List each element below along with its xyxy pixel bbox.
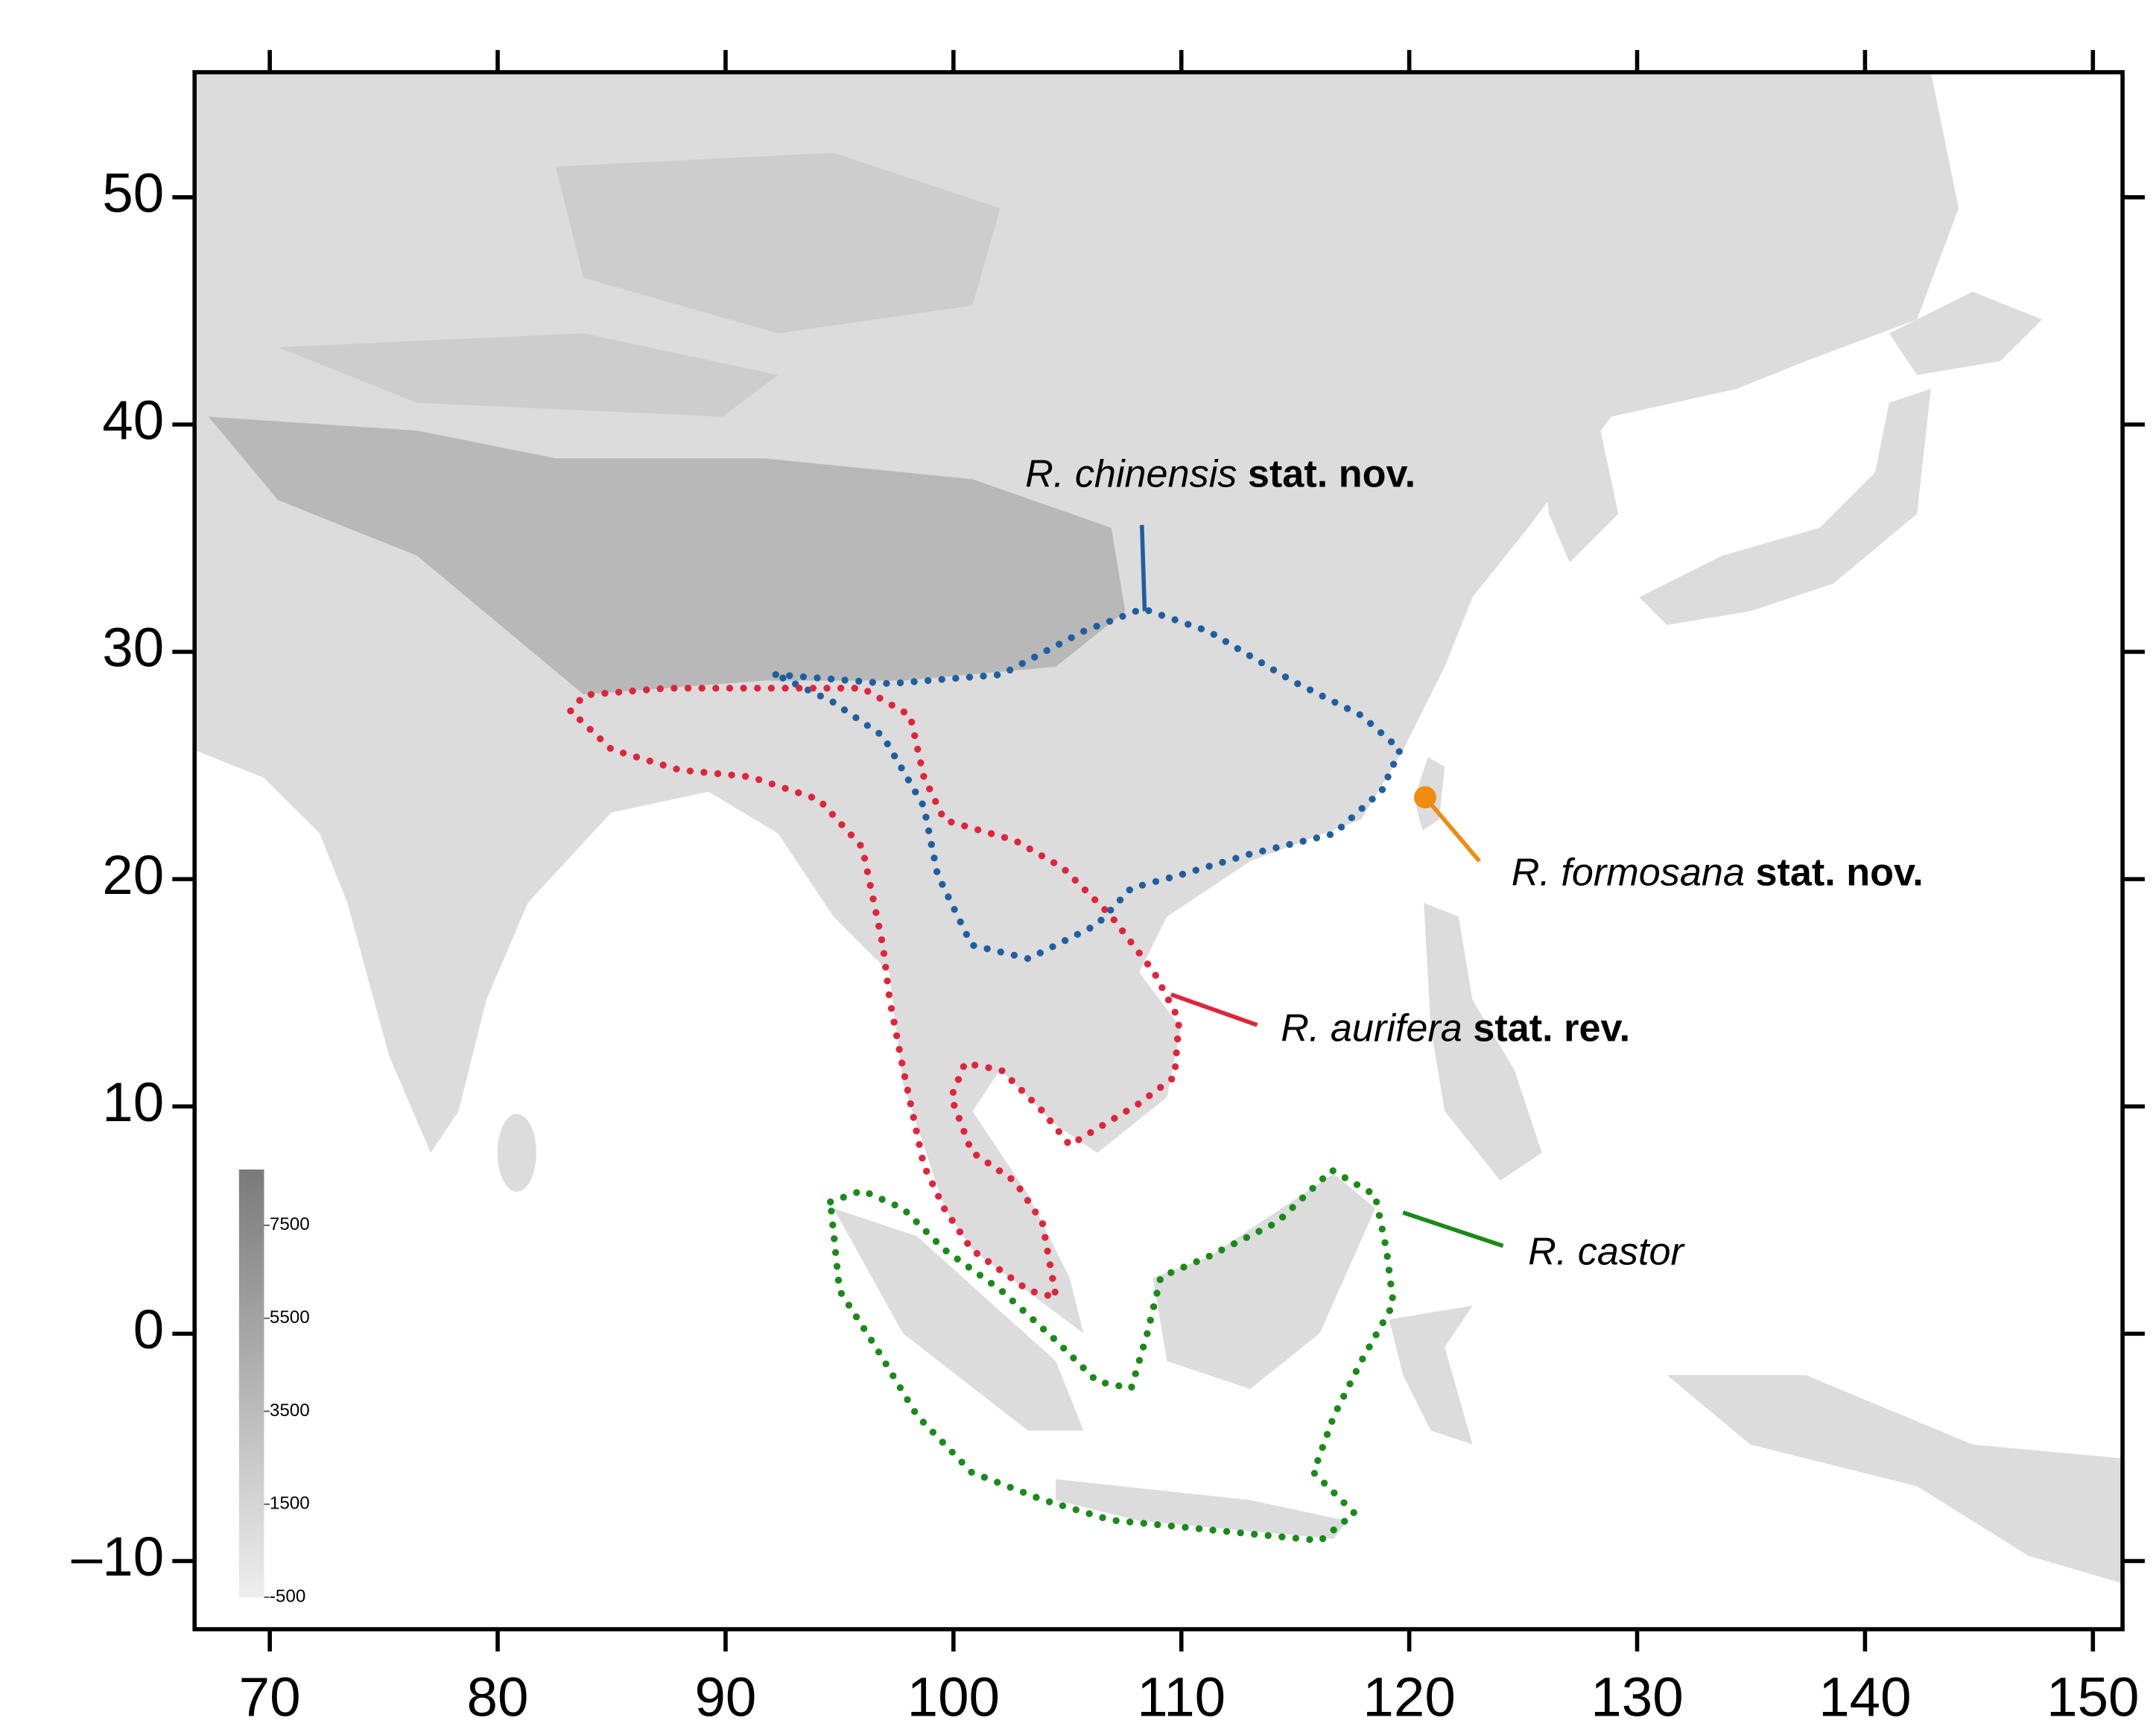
x-tick-label: 80 (467, 1666, 529, 1728)
japan (1639, 291, 2042, 626)
sri-lanka (497, 1114, 536, 1192)
map-frame (192, 70, 2125, 1631)
species-label: R. formosana stat. nov. (1512, 851, 1924, 894)
species-range (774, 605, 1405, 962)
borneo (1152, 1173, 1375, 1389)
colorbar-label: 1500 (270, 1494, 310, 1514)
species-name: R. castor (1528, 1230, 1685, 1273)
species-label: R. chinensis stat. nov. (1025, 452, 1415, 495)
colorbar-label: -500 (270, 1587, 305, 1607)
sumatra (833, 1208, 1084, 1431)
species-label: R. castor (1528, 1230, 1685, 1273)
y-tick-label: 0 (133, 1298, 164, 1360)
sulawesi (1389, 1305, 1473, 1445)
x-tick-label: 120 (1363, 1666, 1455, 1728)
leader-line (1170, 992, 1258, 1027)
y-tick-label: 40 (102, 389, 164, 451)
korea (1541, 416, 1619, 563)
x-tick-label: 140 (1819, 1666, 1911, 1728)
y-tick-label: 20 (102, 843, 164, 906)
y-tick-label: 10 (102, 1070, 164, 1133)
colorbar-label: 7500 (270, 1214, 310, 1234)
x-tick-label: 70 (239, 1666, 301, 1728)
species-name: R. formosana (1512, 851, 1745, 894)
species-label: R. aurifera stat. rev. (1281, 1006, 1630, 1050)
species-range (565, 685, 1183, 1302)
highlands (278, 153, 1001, 417)
species-status: stat. rev. (1473, 1006, 1630, 1050)
x-tick-label: 110 (1137, 1666, 1226, 1728)
colorbar-label: 3500 (270, 1400, 310, 1421)
species-name: R. chinensis (1025, 452, 1237, 495)
new-guinea (1667, 1374, 2123, 1584)
x-tick-label: 100 (907, 1666, 1000, 1728)
y-tick-label: 50 (102, 161, 164, 223)
y-tick-label: 30 (102, 616, 164, 679)
x-tick-label: 150 (2046, 1666, 2139, 1728)
leader-line (1139, 524, 1147, 612)
species-point (1414, 786, 1436, 809)
java (1056, 1479, 1348, 1539)
species-status: stat. nov. (1755, 851, 1923, 894)
asia-mainland (194, 72, 1959, 1333)
x-tick-label: 90 (694, 1666, 756, 1728)
colorbar-label: 5500 (270, 1307, 310, 1327)
basemap (194, 72, 2123, 1584)
tibetan-plateau (208, 416, 1126, 695)
species-name: R. aurifera (1281, 1006, 1462, 1050)
colorbar (238, 1169, 264, 1598)
y-tick-label: –10 (72, 1525, 164, 1587)
leader-line (1423, 796, 1481, 863)
philippines (1424, 902, 1542, 1181)
species-status: stat. nov. (1248, 452, 1415, 495)
x-tick-label: 130 (1591, 1666, 1683, 1728)
leader-line (1402, 1211, 1504, 1249)
